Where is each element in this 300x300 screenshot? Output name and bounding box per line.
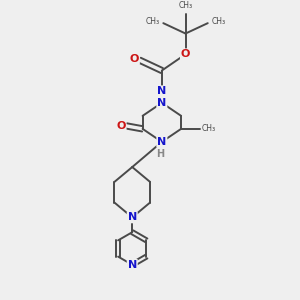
Text: H: H [156, 149, 164, 160]
Text: O: O [116, 121, 126, 131]
Text: CH₃: CH₃ [202, 124, 216, 134]
Text: N: N [157, 86, 167, 96]
Text: CH₃: CH₃ [211, 17, 225, 26]
Text: CH₃: CH₃ [178, 2, 193, 10]
Text: O: O [181, 49, 190, 59]
Text: CH₃: CH₃ [146, 17, 160, 26]
Text: N: N [157, 137, 167, 147]
Text: N: N [128, 212, 137, 222]
Text: O: O [130, 54, 139, 64]
Text: N: N [157, 98, 167, 108]
Text: N: N [128, 260, 137, 270]
